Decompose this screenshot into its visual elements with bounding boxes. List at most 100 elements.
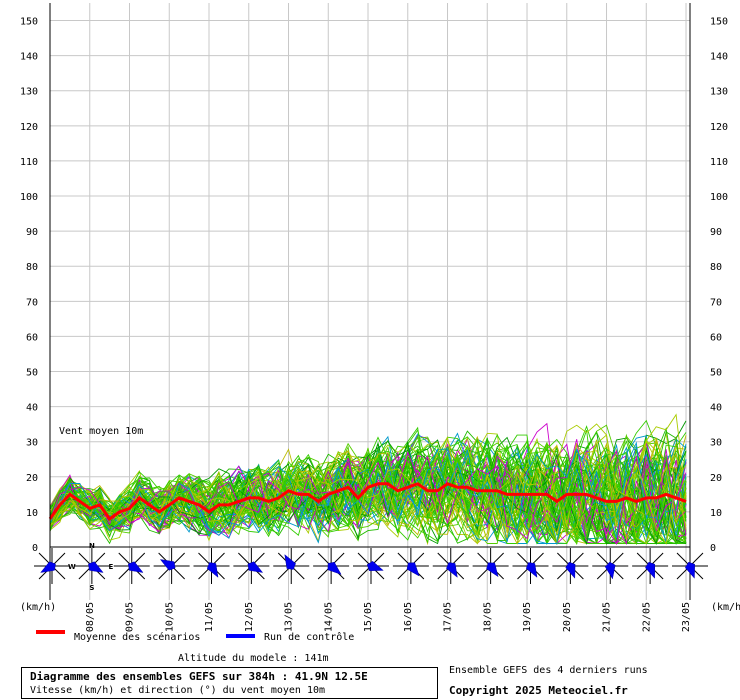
chart-title: Diagramme des ensembles GEFS sur 384h : … [30,670,368,683]
wind-direction-petal [128,561,144,573]
wind-direction-petal [565,561,576,579]
wind-direction-petal [366,560,384,571]
x-tick-label: 17/05 [443,602,454,632]
wind-rose [273,548,310,584]
y-tick-left: 150 [20,17,38,28]
y-tick-right: 60 [710,332,722,343]
wind-direction-petal [327,561,342,575]
wind-rose [193,548,230,584]
mean-series-line [48,482,687,521]
y-tick-right: 70 [710,297,722,308]
ensemble-member-line [49,441,687,543]
legend-label-control: Run de contrôle [264,631,354,643]
wind-direction-petal [284,554,296,570]
ensemble-member-line [49,457,687,539]
ensemble-info: Ensemble GEFS des 4 derniers runs [449,665,648,676]
y-tick-left: 70 [26,297,38,308]
legend-swatch-control [226,634,255,638]
ensemble-member-line [49,431,687,535]
model-altitude: Altitude du modele : 141m [178,653,329,664]
wind-rose [672,548,708,584]
ensemble-member-line [49,443,687,541]
y-tick-right: 40 [710,403,722,414]
ensemble-member-line [49,438,687,544]
wind-rose [472,548,509,584]
wind-rose: N S E W [68,542,113,592]
y-tick-right: 90 [710,227,722,238]
wind-roses: N S E W [34,542,708,592]
y-tick-right: 150 [710,17,728,28]
x-tick-label: 13/05 [284,602,295,632]
x-tick-label: 23/05 [681,602,692,632]
legend-swatch-mean [36,630,65,634]
y-tick-right: 110 [710,157,728,168]
y-tick-left: 10 [26,508,38,519]
ensemble-member-line [49,448,687,544]
wind-direction-petal [159,559,176,571]
wind-rose [392,548,429,584]
x-tick-label: 11/05 [204,602,215,632]
wind-direction-petal [486,562,499,578]
x-tick-label: 15/05 [363,602,374,632]
x-tick-labels: 08/05 09/05 10/05 11/05 12/05 13/05 14/05 15/05… [85,602,692,632]
y-tick-right: 140 [710,52,728,63]
y-tick-left: 60 [26,332,38,343]
unit-left-label: (km/h) [20,602,56,613]
wind-rose [432,548,469,584]
x-tick-label: 10/05 [164,602,175,632]
x-tick-label: 18/05 [482,602,493,632]
y-tick-left: 20 [26,473,38,484]
chart-frame [49,3,691,600]
y-tick-labels: 0 0 10 10 20 20 30 30 40 40 50 50 60 60 70 70 80 80 90 90 10… [20,17,728,554]
wind-direction-petal [40,561,56,573]
ensemble-member-line [49,448,687,543]
wind-rose [592,548,629,584]
compass-label: N [89,542,95,550]
ensemble-member-line [49,423,687,545]
wind-rose [34,548,70,584]
wind-direction-petal [406,562,420,577]
x-tick-label: 08/05 [85,602,96,632]
unit-right-label: (km/h) [711,602,740,613]
ensemble-member-line [49,439,687,545]
y-tick-left: 50 [26,368,38,379]
x-tick-label: 14/05 [323,602,334,632]
y-tick-left: 130 [20,87,38,98]
wind-rose [233,548,270,584]
wind-direction-petal [525,562,538,578]
y-tick-left: 120 [20,122,38,133]
y-tick-left: 110 [20,157,38,168]
y-tick-right: 80 [710,262,722,273]
wind-direction-petal [645,561,656,579]
vent-moyen-annotation: Vent moyen 10m [59,426,143,437]
chart-subtitle: Vitesse (km/h) et direction (°) du vent … [30,685,326,696]
y-tick-right: 50 [710,368,722,379]
x-tick-label: 12/05 [244,602,255,632]
y-tick-right: 100 [710,192,728,203]
wind-rose [313,548,350,584]
wind-direction-petal [684,561,695,579]
title-box: Diagramme des ensembles GEFS sur 384h : … [21,667,438,699]
wind-rose [552,548,589,584]
x-tick-label: 22/05 [641,602,652,632]
copyright: Copyright 2025 Meteociel.fr [449,684,628,697]
wind-direction-petal [88,561,104,573]
y-tick-left: 30 [26,438,38,449]
wind-rose [512,548,549,584]
legend: Moyenne des scénarios Run de contrôle [36,630,354,643]
compass-label: E [108,563,113,571]
wind-rose [353,548,389,584]
x-tick-label: 20/05 [562,602,573,632]
x-tick-label: 09/05 [125,602,136,632]
compass-label: S [89,584,94,592]
y-tick-left: 140 [20,52,38,63]
wind-direction-petal [206,562,219,578]
mean-line-group [48,482,687,521]
y-tick-right: 0 [710,543,716,554]
wind-direction-petal [247,561,264,573]
y-tick-right: 30 [710,438,722,449]
x-tick-label: 19/05 [522,602,533,632]
legend-label-mean: Moyenne des scénarios [74,631,200,643]
y-tick-right: 130 [710,87,728,98]
